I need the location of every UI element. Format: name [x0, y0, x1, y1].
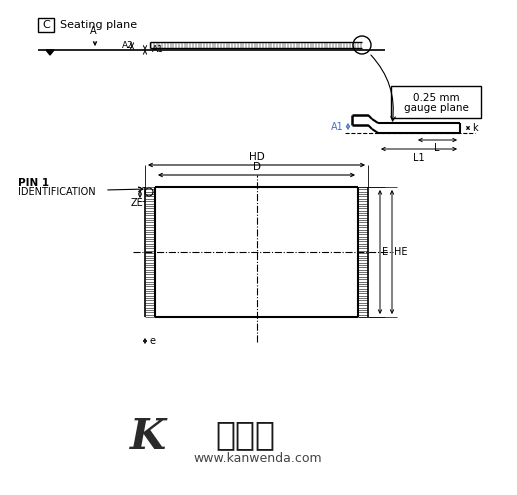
Text: 0.25 mm: 0.25 mm	[413, 93, 459, 103]
Text: IDENTIFICATION: IDENTIFICATION	[18, 187, 96, 197]
Text: 看问答: 看问答	[215, 418, 275, 451]
Polygon shape	[46, 50, 54, 55]
Text: gauge plane: gauge plane	[404, 103, 468, 113]
Text: www.kanwenda.com: www.kanwenda.com	[194, 452, 322, 465]
Text: A1: A1	[331, 122, 344, 132]
Text: L1: L1	[413, 153, 425, 163]
Text: HD: HD	[249, 152, 264, 162]
Text: C: C	[42, 20, 50, 30]
Text: k: k	[472, 123, 478, 133]
Text: K: K	[130, 416, 166, 458]
Text: D: D	[252, 162, 261, 172]
Text: e: e	[150, 336, 156, 346]
Text: E: E	[382, 247, 388, 257]
Text: ZE: ZE	[130, 198, 143, 208]
Text: A2: A2	[122, 42, 134, 50]
Text: A1: A1	[152, 45, 164, 53]
Text: L: L	[434, 143, 440, 153]
FancyBboxPatch shape	[391, 86, 481, 118]
Text: PIN 1: PIN 1	[18, 178, 49, 188]
Text: A: A	[89, 26, 96, 36]
Text: HE: HE	[394, 247, 407, 257]
FancyBboxPatch shape	[38, 18, 54, 32]
Text: Seating plane: Seating plane	[60, 20, 137, 30]
